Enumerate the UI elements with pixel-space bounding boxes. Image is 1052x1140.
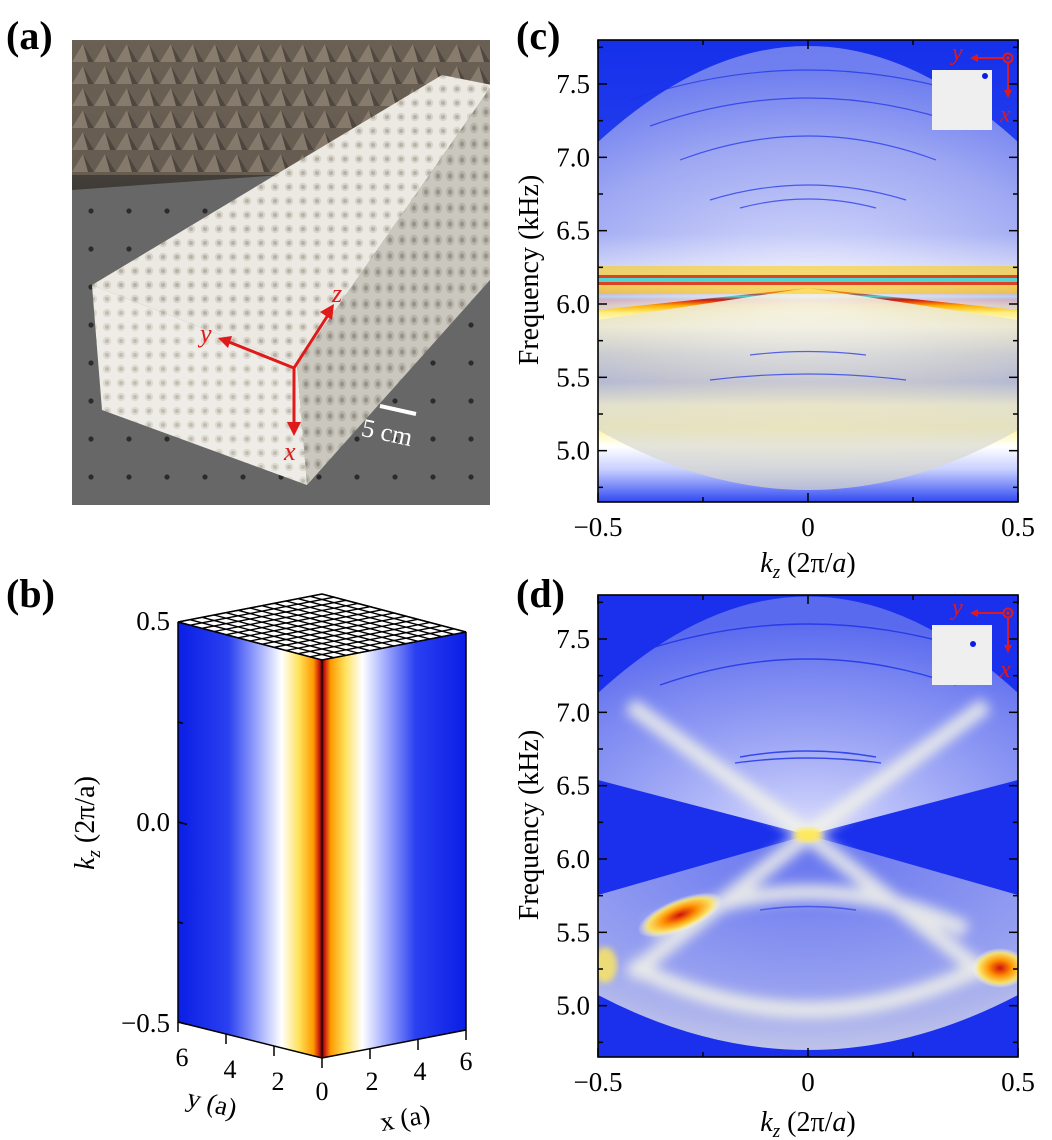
ytick-label: 6.0	[556, 844, 590, 874]
lattice-top-face	[92, 75, 490, 365]
svg-text:kz (2π/a): kz (2π/a)	[70, 776, 105, 870]
d-ylabel: Frequency (kHz)	[514, 730, 545, 920]
b-ytick-mark	[177, 721, 184, 725]
ytick-label: 7.0	[556, 697, 590, 727]
xtick-label: 0	[801, 512, 815, 542]
b-right-tick-2: 2	[366, 1067, 379, 1096]
b-left-axis-label: y (a)	[184, 1082, 240, 1123]
axis-label-z-photo: z	[331, 279, 342, 308]
d-xlabel: kz (2π/a)	[760, 1107, 855, 1140]
ytick-label: 6.5	[556, 216, 590, 246]
d-hotspot-left	[637, 892, 723, 938]
d-inset-crosssection	[932, 625, 992, 685]
c-flat-band-line	[598, 278, 1018, 282]
b-ytick-mark	[177, 1021, 188, 1026]
d-inset-axes	[970, 607, 1014, 653]
ytick-label: 5.0	[556, 991, 590, 1021]
ytick-label: 5.5	[556, 917, 590, 947]
field-right-face	[322, 632, 466, 1058]
c-inset-source-dot	[982, 73, 988, 79]
b-ytick-0.0: 0.0	[136, 807, 170, 837]
d-upper-bulk-band	[598, 596, 1018, 835]
grid-line	[309, 595, 455, 636]
axis-label-x-photo: x	[283, 437, 296, 466]
b-ytick-0.5: 0.5	[136, 606, 170, 636]
b-ytick-mark	[177, 621, 188, 626]
b-right-tick-6: 6	[460, 1047, 473, 1076]
d-inset-y-label: y	[950, 595, 963, 621]
scale-bar	[379, 404, 417, 416]
lattice-front-face	[92, 285, 307, 485]
ytick-label: 5.5	[556, 362, 590, 392]
photo-panel-a: y x z 5 cm	[72, 40, 490, 505]
b-ytick-neg0.5: −0.5	[121, 1008, 170, 1038]
panel-d-band-plot: 5.0 5.5 6.0 6.5 7.0 7.5 −0.5 0 0.5 y x Frequency…	[514, 594, 1035, 1140]
field-left-face	[178, 622, 322, 1058]
grid-line	[321, 593, 467, 633]
d-inset-x-label: x	[999, 657, 1011, 683]
b-ytick-mark	[177, 821, 188, 826]
xtick-label: −0.5	[574, 512, 623, 542]
c-inset-crosssection	[932, 70, 992, 130]
ytick-label: 6.0	[556, 289, 590, 319]
axis-label-y-photo: y	[197, 319, 212, 348]
xtick-label: 0.5	[1001, 1067, 1035, 1097]
c-lower-bulk-band	[598, 288, 1018, 490]
c-xlabel: kz (2π/a)	[760, 548, 855, 580]
c-inset-x-label: x	[999, 102, 1011, 128]
svg-text:Frequency (kHz): Frequency (kHz)	[514, 175, 545, 365]
d-hotspot-right	[972, 948, 1018, 988]
panel-c-band-plot: 5.0 5.5 6.0 6.5 7.0 7.5 −0.5 0 0.5 y x Frequency…	[514, 39, 1035, 580]
ytick-label: 7.0	[556, 142, 590, 172]
panel-label-b: (b)	[6, 571, 55, 616]
xtick-label: 0	[801, 1067, 815, 1097]
panel-label-d: (d)	[516, 571, 565, 616]
b-right-axis-label: x (a)	[378, 1099, 433, 1137]
panel-b-field-plot: 0.5 0.0 −0.5 6 4 2 0 2 4 6 y (a) x (a) k…	[70, 593, 473, 1137]
svg-text:Frequency (kHz): Frequency (kHz)	[514, 730, 545, 920]
c-ylabel: Frequency (kHz)	[514, 175, 545, 365]
ytick-label: 5.0	[556, 436, 590, 466]
grid-line	[297, 597, 443, 638]
lattice-right-face	[297, 87, 490, 485]
b-ytick-mark	[177, 921, 184, 925]
b-right-tick-4: 4	[414, 1057, 427, 1086]
c-inset-axes	[970, 52, 1014, 98]
grid-line	[321, 631, 467, 661]
b-left-tick-0: 0	[316, 1077, 329, 1106]
xtick-label: 0.5	[1001, 512, 1035, 542]
lattice-grid-top	[177, 593, 467, 661]
panel-label-a: (a)	[6, 13, 53, 58]
ytick-label: 6.5	[556, 771, 590, 801]
b-left-tick-4: 4	[224, 1055, 237, 1084]
ytick-label: 7.5	[556, 624, 590, 654]
xtick-label: −0.5	[574, 1067, 623, 1097]
c-inset-y-label: y	[950, 40, 963, 66]
c-upper-bulk-band	[598, 46, 1018, 310]
panel-label-c: (c)	[516, 13, 561, 58]
b-yaxis-label: kz (2π/a)	[70, 776, 105, 870]
coordinate-axes	[218, 304, 334, 436]
grid-line	[309, 628, 455, 658]
d-inset-source-dot	[970, 641, 976, 647]
b-left-tick-6: 6	[176, 1043, 189, 1072]
ytick-label: 7.5	[556, 69, 590, 99]
b-left-tick-2: 2	[272, 1067, 285, 1096]
